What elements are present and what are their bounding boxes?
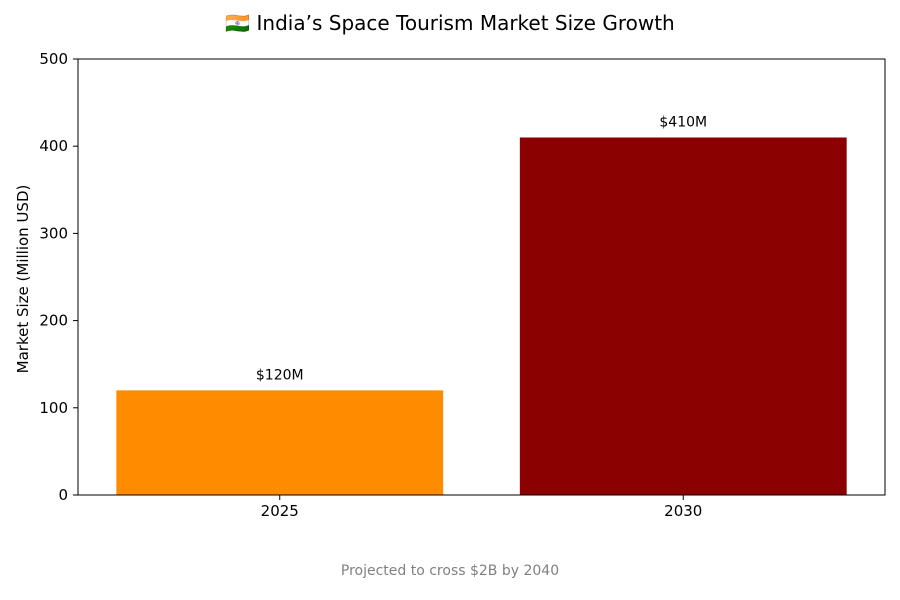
y-axis-label: Market Size (Million USD) [14, 185, 32, 374]
bar-labels-group: $120M $410M [256, 114, 707, 383]
chart-title: 🇮🇳 India’s Space Tourism Market Size Gro… [225, 11, 675, 35]
bar-value-label: $120M [256, 367, 304, 383]
y-tick-label: 500 [39, 50, 68, 68]
x-tick-label: 2030 [664, 502, 702, 520]
y-tick-label: 100 [39, 399, 68, 417]
y-tick-label: 0 [58, 486, 68, 504]
x-axis: 2025 2030 [261, 495, 702, 520]
bars-group [116, 137, 847, 496]
y-tick-label: 200 [39, 312, 68, 330]
chart-caption: Projected to cross $2B by 2040 [340, 563, 560, 579]
y-tick-label: 400 [39, 137, 68, 155]
bar-value-label: $410M [659, 114, 707, 130]
y-axis: 0 100 200 300 400 500 [39, 50, 78, 504]
bar-2025 [116, 390, 444, 495]
y-tick-label: 300 [39, 224, 68, 242]
bar-2030 [519, 137, 847, 496]
plot-frame [77, 58, 886, 496]
x-tick-label: 2025 [261, 502, 299, 520]
